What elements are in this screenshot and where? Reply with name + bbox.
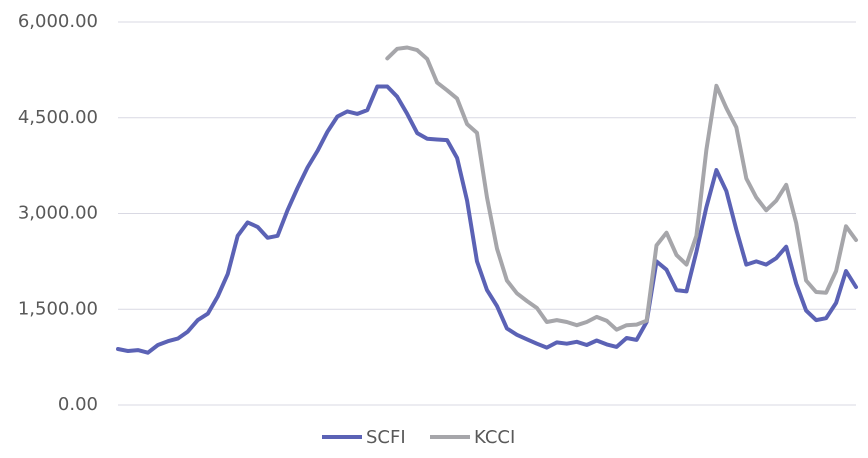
y-tick-label: 0.00	[58, 394, 98, 415]
legend-label: KCCI	[474, 427, 515, 448]
y-tick-label: 1,500.00	[18, 298, 98, 319]
series-line	[385, 45, 858, 332]
series-line	[116, 84, 858, 355]
y-tick-label: 4,500.00	[18, 107, 98, 128]
legend-label: SCFI	[366, 427, 406, 448]
y-tick-label: 6,000.00	[18, 11, 98, 32]
y-tick-label: 3,000.00	[18, 203, 98, 224]
